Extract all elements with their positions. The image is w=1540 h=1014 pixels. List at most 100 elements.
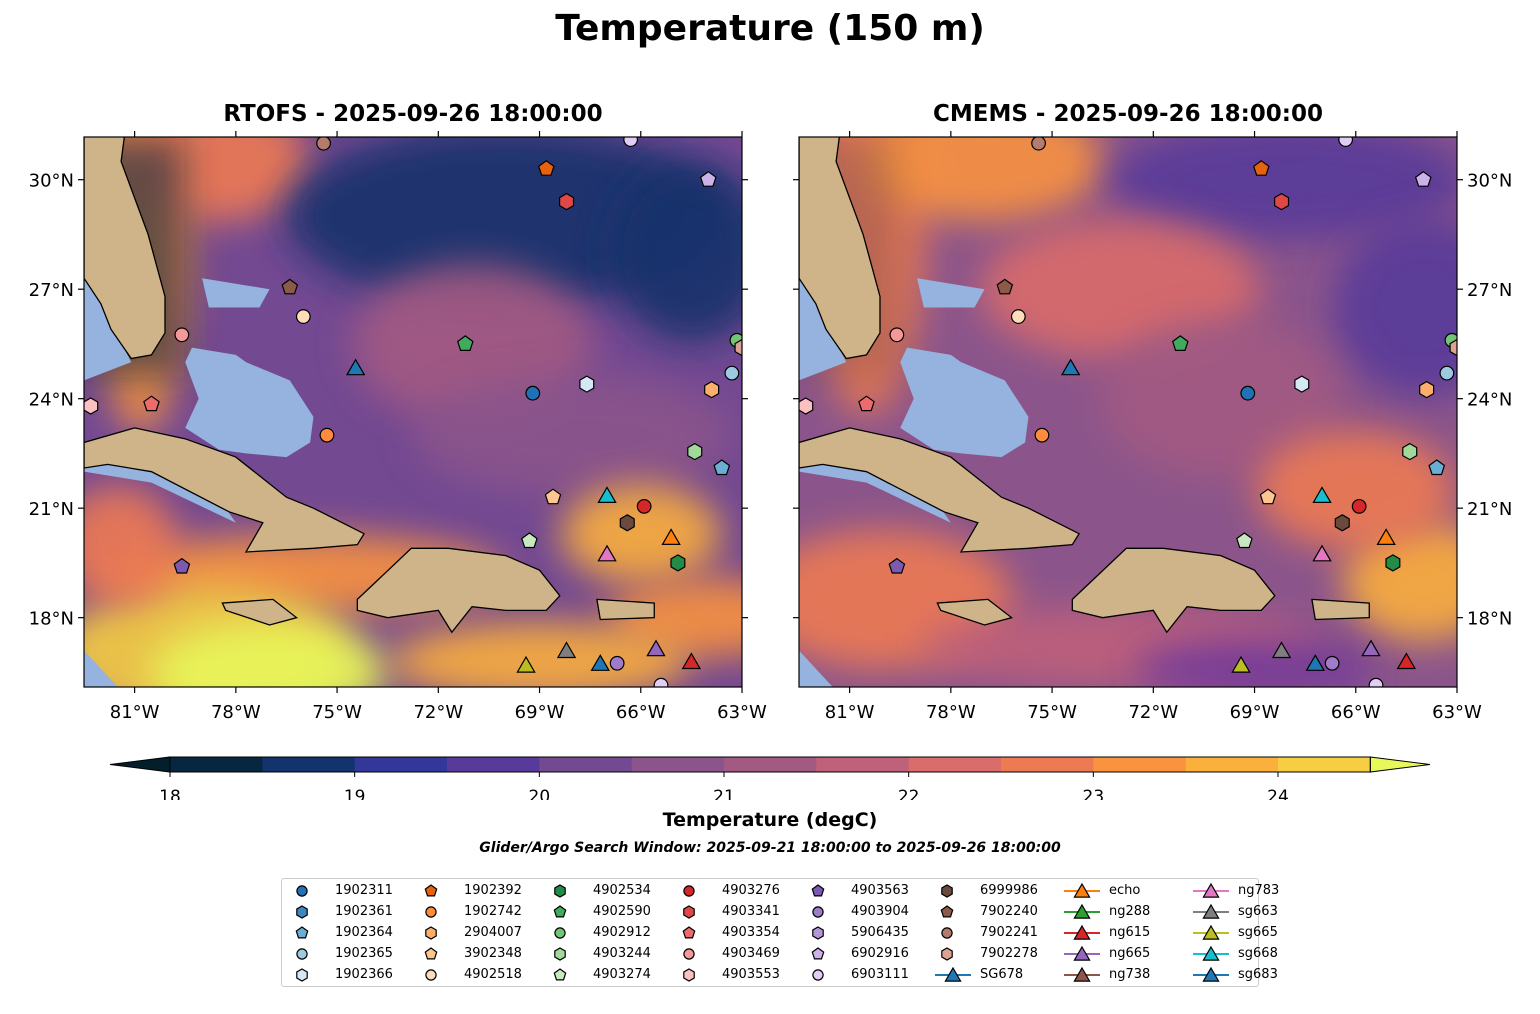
land-jamaica xyxy=(936,598,1014,626)
legend-marker xyxy=(941,884,953,898)
y-tick-label: 24°N xyxy=(1467,390,1512,411)
marker-1902742 xyxy=(319,427,335,443)
legend-marker xyxy=(424,884,438,897)
marker-sg683 xyxy=(590,654,610,671)
x-tick-label: 78°W xyxy=(926,702,976,723)
pentagon-marker-icon xyxy=(811,884,825,897)
y-tick-label: 27°N xyxy=(29,280,74,301)
marker-1902364 xyxy=(1428,459,1446,476)
land-hispaniola xyxy=(1071,547,1276,634)
marker-7902278 xyxy=(1449,338,1457,357)
x-tick-label: 72°W xyxy=(413,702,463,723)
legend-marker xyxy=(683,968,695,982)
land-puertorico xyxy=(1311,598,1370,621)
legend-marker xyxy=(811,947,825,960)
circle-marker-icon xyxy=(425,969,437,981)
marker-sg665 xyxy=(1231,655,1251,673)
legend-marker xyxy=(296,885,308,897)
legend-label: 4902590 xyxy=(593,904,651,919)
legend-label: 3902348 xyxy=(464,946,522,961)
colorbar: 18 19 20 21 22 23 24 xyxy=(109,756,1431,800)
colorbar-frame xyxy=(169,756,1371,773)
marker-1902742 xyxy=(1034,427,1050,443)
temperature-patch xyxy=(389,621,690,687)
x-tick-label: 75°W xyxy=(1027,702,1077,723)
pentagon-marker-icon xyxy=(811,947,825,960)
legend-label: 6902916 xyxy=(851,946,909,961)
legend-marker xyxy=(941,947,953,961)
legend-marker xyxy=(425,969,437,981)
colorbar-tick-label: 21 xyxy=(713,787,735,800)
triangle-marker-icon xyxy=(935,966,971,982)
y-tick-label: 18°N xyxy=(29,609,74,630)
legend-label: 4903276 xyxy=(722,883,780,898)
legend-label: 1902364 xyxy=(335,925,393,940)
colorbar-tick-label: 20 xyxy=(529,787,551,800)
temperature-patch xyxy=(1255,429,1456,550)
temperature-patch xyxy=(864,137,1105,222)
legend-marker xyxy=(1202,924,1220,940)
legend-label: 6903111 xyxy=(851,967,909,982)
plot-frame xyxy=(798,136,1458,688)
triangle-marker-icon xyxy=(1193,966,1229,982)
pentagon-marker-icon xyxy=(940,905,954,918)
hexagon-marker-icon xyxy=(296,905,308,919)
legend-label: 4903274 xyxy=(593,967,651,982)
legend-marker xyxy=(1202,882,1220,898)
legend-marker xyxy=(811,884,825,897)
marker-6903111 xyxy=(1368,677,1384,687)
legend-label: 2904007 xyxy=(464,925,522,940)
marker-7902241 xyxy=(1031,137,1046,151)
legend-label: 7902241 xyxy=(980,925,1038,940)
legend-marker xyxy=(1202,945,1220,961)
plot-frame xyxy=(83,136,743,688)
circle-marker-icon xyxy=(941,927,953,939)
shallow-mask-littlebahama xyxy=(917,278,985,308)
legend-marker xyxy=(295,926,309,939)
legend-label: 4903244 xyxy=(593,946,651,961)
marker-1902365 xyxy=(724,365,740,381)
shallow-mask-grandbahama xyxy=(900,347,1029,458)
legend-label: echo xyxy=(1109,883,1141,898)
marker-sg668 xyxy=(597,486,617,503)
marker-7902240 xyxy=(281,278,299,295)
temperature-patch xyxy=(149,622,390,687)
colorbar-tick-label: 19 xyxy=(344,787,366,800)
y-tick-label: 30°N xyxy=(29,171,74,192)
legend-marker xyxy=(940,905,954,918)
legend-marker xyxy=(554,884,566,898)
x-tick-label: 72°W xyxy=(1128,702,1178,723)
temperature-field xyxy=(84,137,742,687)
colorbar-bin xyxy=(631,757,725,772)
marker-echo xyxy=(1376,528,1396,546)
pentagon-marker-icon xyxy=(682,926,696,939)
legend-marker xyxy=(812,906,824,918)
legend-label: 6999986 xyxy=(980,883,1038,898)
marker-6902916 xyxy=(699,170,717,187)
shallow-mask-cubashelf xyxy=(84,449,236,523)
hexagon-marker-icon xyxy=(812,926,824,940)
x-tick-label: 69°W xyxy=(515,702,565,723)
colorbar-bin xyxy=(262,757,356,772)
colorbar-bin xyxy=(908,757,1002,772)
x-tick-label: 66°W xyxy=(1331,702,1381,723)
map-panel-rtofs: 81°W 78°W 75°W 72°W 69°W 66°W 63°W 30°N 27°N 24°N… xyxy=(29,131,767,723)
legend-marker xyxy=(554,927,566,939)
marker-6999986 xyxy=(619,514,635,532)
legend-label: 4902534 xyxy=(593,883,651,898)
marker-4903244 xyxy=(687,442,703,461)
triangle-marker-icon xyxy=(1064,882,1100,898)
circle-marker-icon xyxy=(554,927,566,939)
marker-sg663 xyxy=(1271,641,1292,659)
x-tick-label: 81°W xyxy=(110,702,160,723)
marker-6903111 xyxy=(653,677,669,687)
marker-4903341 xyxy=(558,192,575,211)
pentagon-marker-icon xyxy=(295,926,309,939)
marker-3902348 xyxy=(544,488,562,505)
colorbar-bin xyxy=(1093,757,1187,772)
figure-title: Temperature (150 m) xyxy=(555,8,985,49)
x-tick-label: 63°W xyxy=(717,702,767,723)
hexagon-marker-icon xyxy=(683,968,695,982)
legend-label: ng615 xyxy=(1109,925,1151,940)
triangle-marker-icon xyxy=(1064,945,1100,961)
